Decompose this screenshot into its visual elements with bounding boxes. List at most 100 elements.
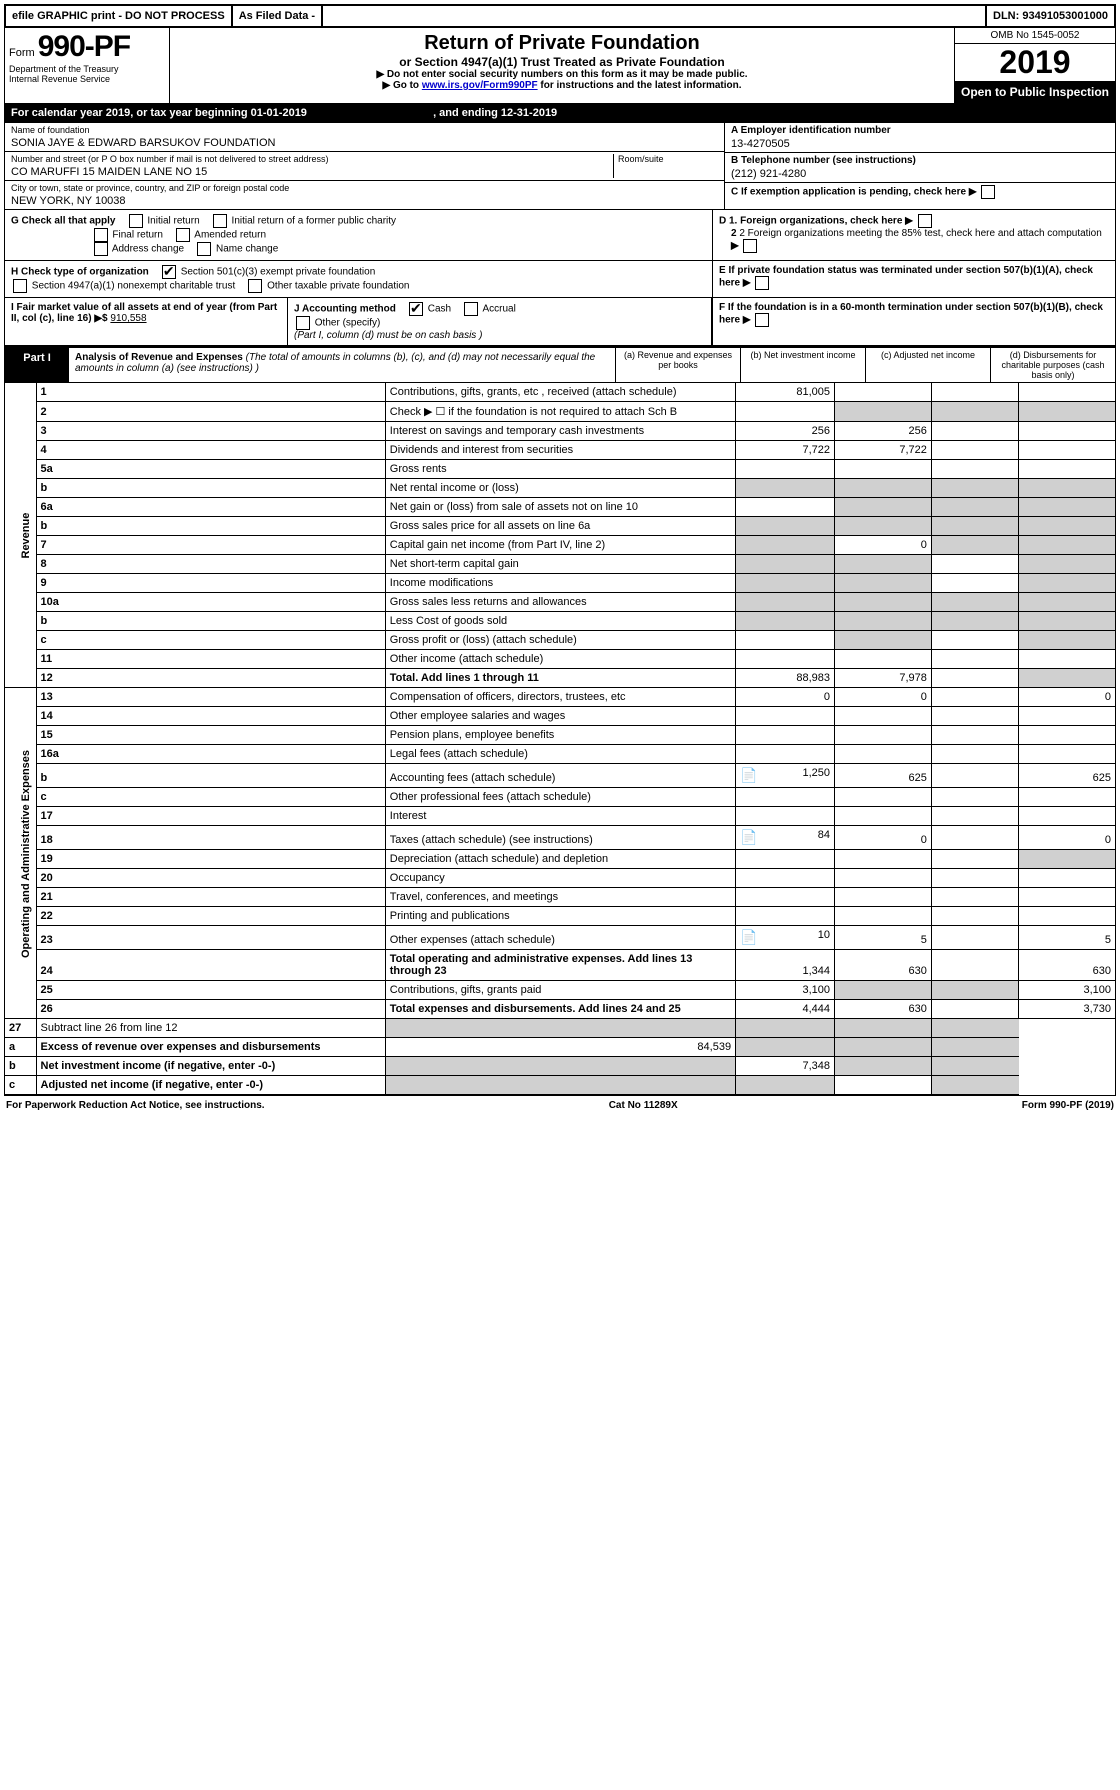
value-cell xyxy=(931,1019,1018,1038)
value-cell xyxy=(835,807,932,826)
line-desc: Occupancy xyxy=(385,869,735,888)
value-cell xyxy=(835,745,932,764)
table-row: 9Income modifications xyxy=(5,574,1116,593)
value-cell xyxy=(736,593,835,612)
g-initial-former-checkbox[interactable] xyxy=(213,214,227,228)
form-subtitle: or Section 4947(a)(1) Trust Treated as P… xyxy=(174,55,950,69)
line-number: 6a xyxy=(36,498,385,517)
irs-link[interactable]: www.irs.gov/Form990PF xyxy=(422,80,538,91)
g-initial-checkbox[interactable] xyxy=(129,214,143,228)
h-4947-checkbox[interactable] xyxy=(13,279,27,293)
value-cell xyxy=(736,650,835,669)
line-number: 16a xyxy=(36,745,385,764)
d1-checkbox[interactable] xyxy=(918,214,932,228)
value-cell xyxy=(736,745,835,764)
value-cell xyxy=(1019,593,1116,612)
j-cash-checkbox[interactable] xyxy=(409,302,423,316)
line-desc: Income modifications xyxy=(385,574,735,593)
table-row: cGross profit or (loss) (attach schedule… xyxy=(5,631,1116,650)
e-checkbox[interactable] xyxy=(755,276,769,290)
table-row: aExcess of revenue over expenses and dis… xyxy=(5,1038,1116,1057)
footer-right: Form 990-PF (2019) xyxy=(1022,1100,1114,1111)
value-cell xyxy=(835,612,932,631)
line-number: 3 xyxy=(36,422,385,441)
attachment-icon[interactable]: 📄 xyxy=(740,829,757,846)
value-cell xyxy=(736,1076,835,1095)
value-cell xyxy=(736,460,835,479)
value-cell xyxy=(736,1038,835,1057)
value-cell xyxy=(736,479,835,498)
value-cell xyxy=(736,788,835,807)
value-cell xyxy=(931,383,1018,402)
form-title: Return of Private Foundation xyxy=(174,32,950,55)
line-number: 9 xyxy=(36,574,385,593)
d2-checkbox[interactable] xyxy=(743,239,757,253)
line-desc: Legal fees (attach schedule) xyxy=(385,745,735,764)
table-row: 21Travel, conferences, and meetings xyxy=(5,888,1116,907)
value-cell xyxy=(835,402,932,422)
footer-mid: Cat No 11289X xyxy=(609,1100,678,1111)
c-checkbox[interactable] xyxy=(981,185,995,199)
value-cell xyxy=(1019,383,1116,402)
table-row: bLess Cost of goods sold xyxy=(5,612,1116,631)
attachment-icon[interactable]: 📄 xyxy=(740,929,757,946)
value-cell xyxy=(385,1057,735,1076)
asfiled-label: As Filed Data - xyxy=(233,6,323,26)
value-cell xyxy=(835,850,932,869)
value-cell: 0 xyxy=(1019,826,1116,850)
value-cell xyxy=(1019,850,1116,869)
h-501c3-checkbox[interactable] xyxy=(162,265,176,279)
value-cell xyxy=(835,593,932,612)
table-row: 17Interest xyxy=(5,807,1116,826)
city-value: NEW YORK, NY 10038 xyxy=(11,193,718,207)
line-desc: Total operating and administrative expen… xyxy=(385,950,735,981)
f-checkbox[interactable] xyxy=(755,313,769,327)
line-desc: Dividends and interest from securities xyxy=(385,441,735,460)
line-number: 22 xyxy=(36,907,385,926)
value-cell xyxy=(931,869,1018,888)
side-label: Operating and Administrative Expenses xyxy=(5,688,37,1019)
table-row: 3Interest on savings and temporary cash … xyxy=(5,422,1116,441)
value-cell xyxy=(835,888,932,907)
line-number: 17 xyxy=(36,807,385,826)
e-label: E If private foundation status was termi… xyxy=(719,265,1093,289)
form-number: 990-PF xyxy=(38,30,130,63)
value-cell xyxy=(1019,907,1116,926)
line-desc: Other expenses (attach schedule) xyxy=(385,926,735,950)
table-row: Operating and Administrative Expenses13C… xyxy=(5,688,1116,707)
value-cell xyxy=(931,498,1018,517)
value-cell: 4,444 xyxy=(736,1000,835,1019)
table-row: 24Total operating and administrative exp… xyxy=(5,950,1116,981)
page-footer: For Paperwork Reduction Act Notice, see … xyxy=(4,1095,1116,1115)
table-row: cAdjusted net income (if negative, enter… xyxy=(5,1076,1116,1095)
fmv-value: 910,558 xyxy=(110,313,146,324)
line-number: 4 xyxy=(36,441,385,460)
g-amended-checkbox[interactable] xyxy=(176,228,190,242)
value-cell xyxy=(1019,650,1116,669)
side-label: Revenue xyxy=(5,383,37,688)
line-desc: Other professional fees (attach schedule… xyxy=(385,788,735,807)
table-row: 2Check ▶ ☐ if the foundation is not requ… xyxy=(5,402,1116,422)
table-row: 20Occupancy xyxy=(5,869,1116,888)
value-cell: 88,983 xyxy=(736,669,835,688)
value-cell xyxy=(736,850,835,869)
line-number: 23 xyxy=(36,926,385,950)
efile-label: efile GRAPHIC print - DO NOT PROCESS xyxy=(6,6,233,26)
value-cell xyxy=(931,688,1018,707)
g-address-checkbox[interactable] xyxy=(94,242,108,256)
j-other-checkbox[interactable] xyxy=(296,316,310,330)
line-number: b xyxy=(36,764,385,788)
line-number: 21 xyxy=(36,888,385,907)
j-accrual-checkbox[interactable] xyxy=(464,302,478,316)
value-cell: 0 xyxy=(1019,688,1116,707)
open-public-badge: Open to Public Inspection xyxy=(955,81,1115,103)
line-number: 18 xyxy=(36,826,385,850)
attachment-icon[interactable]: 📄 xyxy=(740,767,757,784)
h-other-checkbox[interactable] xyxy=(248,279,262,293)
g-name-checkbox[interactable] xyxy=(197,242,211,256)
value-cell xyxy=(736,807,835,826)
value-cell xyxy=(1019,669,1116,688)
value-cell: 81,005 xyxy=(736,383,835,402)
line-number: 24 xyxy=(36,950,385,981)
g-final-checkbox[interactable] xyxy=(94,228,108,242)
